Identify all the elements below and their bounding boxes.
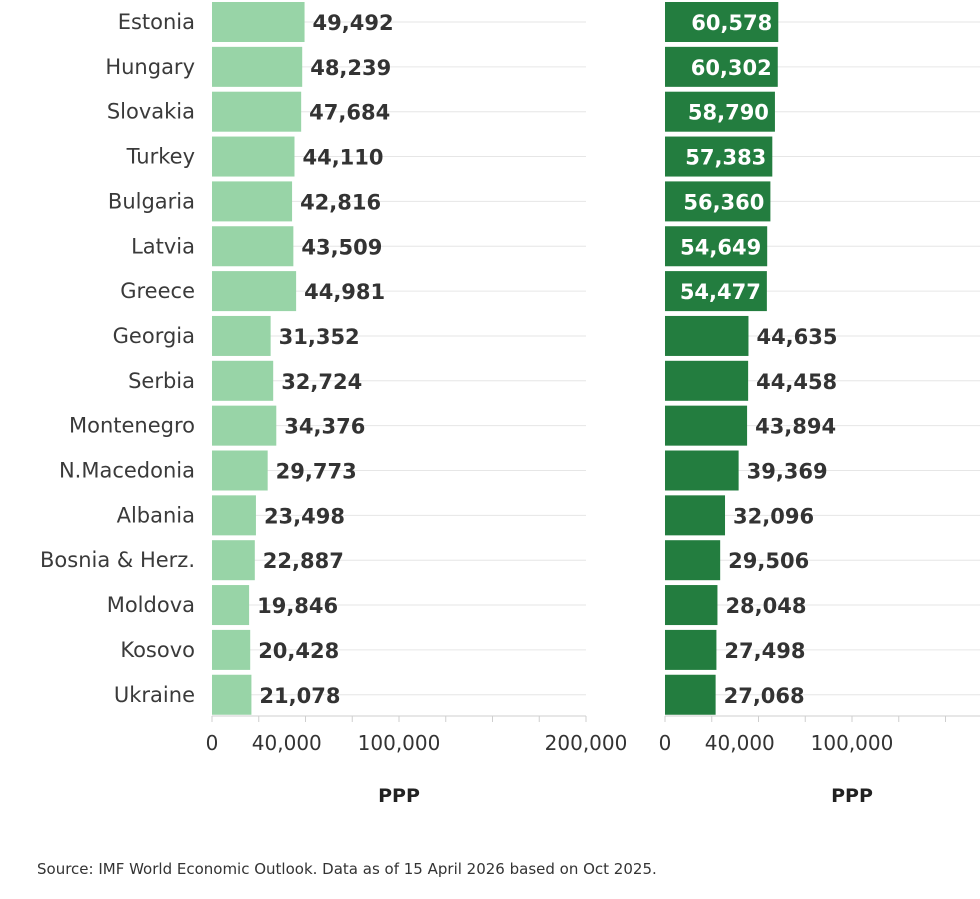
- bar: [212, 91, 302, 132]
- bar: [665, 315, 749, 356]
- bar: [665, 2, 779, 42]
- bar: [212, 46, 303, 87]
- country-label: Kosovo: [120, 638, 195, 662]
- country-label: Greece: [120, 279, 195, 303]
- value-label: 29,773: [276, 460, 357, 484]
- country-label: Estonia: [118, 10, 195, 34]
- bar: [212, 360, 274, 401]
- country-label: Bosnia & Herz.: [40, 548, 195, 572]
- bar: [665, 46, 778, 87]
- x-tick-label: 200,000: [545, 731, 628, 755]
- country-label: Ukraine: [114, 683, 195, 707]
- country-label: Latvia: [131, 234, 195, 258]
- value-label: 39,369: [747, 460, 828, 484]
- value-label: 43,894: [755, 415, 836, 439]
- bar: [212, 585, 250, 626]
- value-label: 60,578: [691, 11, 772, 35]
- value-label: 42,816: [300, 190, 381, 214]
- value-label: 23,498: [264, 504, 345, 528]
- x-tick-label: 40,000: [252, 731, 322, 755]
- bar-chart: Estonia Hungary Slovakia Turkey Bulgaria Latv…: [40, 2, 980, 807]
- country-label: Georgia: [113, 324, 195, 348]
- bar: [212, 629, 251, 670]
- country-label: Slovakia: [107, 100, 195, 124]
- value-label: 19,846: [257, 594, 338, 618]
- x-tick-label: 100,000: [811, 731, 894, 755]
- bar: [665, 271, 767, 312]
- bar: [212, 226, 294, 267]
- value-label: 58,790: [688, 101, 769, 125]
- country-label: Hungary: [105, 55, 195, 79]
- value-label: 49,492: [313, 11, 394, 35]
- bar: [665, 629, 717, 670]
- x-tick-label: 0: [206, 731, 219, 755]
- value-label: 28,048: [725, 594, 806, 618]
- bar: [212, 181, 293, 222]
- bar: [212, 405, 277, 446]
- bar: [665, 91, 775, 132]
- bar: [212, 136, 295, 177]
- bar: [665, 405, 748, 446]
- value-label: 27,068: [724, 684, 805, 708]
- value-label: 54,649: [680, 235, 761, 259]
- bar: [212, 315, 271, 356]
- value-label: 47,684: [309, 101, 390, 125]
- bar: [665, 540, 721, 581]
- bar: [665, 181, 771, 222]
- x-tick-label: 100,000: [358, 731, 441, 755]
- x-axis-title: PPP: [378, 785, 420, 807]
- bar: [212, 674, 252, 715]
- value-label: 34,376: [284, 415, 365, 439]
- bar: [212, 540, 255, 581]
- value-label: 48,239: [310, 56, 391, 80]
- value-label: 43,509: [301, 235, 382, 259]
- value-label: 44,458: [756, 370, 837, 394]
- country-label: Bulgaria: [108, 189, 195, 213]
- x-tick-label: 0: [659, 731, 672, 755]
- bar: [665, 226, 768, 267]
- bar: [665, 360, 749, 401]
- country-label: Moldova: [107, 593, 195, 617]
- value-label: 31,352: [279, 325, 360, 349]
- country-label: Turkey: [126, 145, 195, 169]
- x-axis-title: PPP: [831, 785, 873, 807]
- bar: [665, 674, 716, 715]
- x-tick-label: 40,000: [705, 731, 775, 755]
- value-label: 29,506: [728, 549, 809, 573]
- value-label: 21,078: [259, 684, 340, 708]
- country-label: Montenegro: [69, 414, 195, 438]
- value-label: 60,302: [691, 56, 772, 80]
- value-label: 57,383: [685, 146, 766, 170]
- bar: [665, 495, 726, 536]
- value-label: 27,498: [724, 639, 805, 663]
- value-label: 44,110: [302, 146, 383, 170]
- country-label: Serbia: [128, 369, 195, 393]
- bar: [212, 495, 256, 536]
- country-label: N.Macedonia: [59, 459, 195, 483]
- source-note: Source: IMF World Economic Outlook. Data…: [37, 860, 657, 878]
- value-label: 56,360: [683, 190, 764, 214]
- value-label: 32,096: [733, 504, 814, 528]
- bar: [212, 450, 268, 491]
- value-label: 22,887: [263, 549, 344, 573]
- value-label: 54,477: [680, 280, 761, 304]
- bar: [665, 450, 739, 491]
- bar: [212, 2, 305, 42]
- bar: [212, 271, 297, 312]
- bar: [665, 136, 773, 177]
- value-label: 44,635: [756, 325, 837, 349]
- value-label: 20,428: [258, 639, 339, 663]
- value-label: 32,724: [281, 370, 362, 394]
- value-label: 44,981: [304, 280, 385, 304]
- country-label: Albania: [117, 503, 195, 527]
- bar: [665, 585, 718, 626]
